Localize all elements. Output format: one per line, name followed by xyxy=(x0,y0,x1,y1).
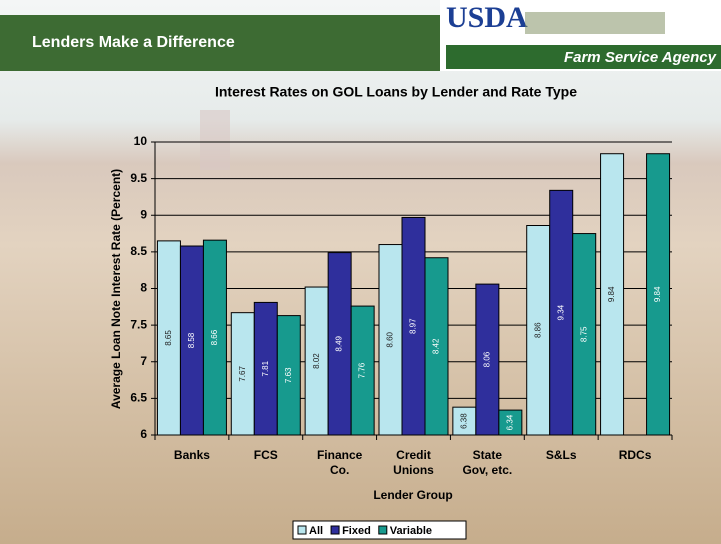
y-tick-label: 7.5 xyxy=(130,317,147,331)
value-label: 8.97 xyxy=(409,318,418,334)
chart-title: Interest Rates on GOL Loans by Lender an… xyxy=(215,84,577,100)
x-tick-label: Finance Co. xyxy=(316,448,363,477)
value-label: 7.76 xyxy=(358,362,367,378)
y-tick-label: 9.5 xyxy=(130,171,147,185)
header-title: Lenders Make a Difference xyxy=(32,34,235,51)
legend-label: Variable xyxy=(390,525,432,537)
value-label: 8.60 xyxy=(386,331,395,347)
y-tick-label: 8 xyxy=(140,281,147,295)
x-axis-label: Lender Group xyxy=(373,488,452,502)
value-label: 8.42 xyxy=(432,338,441,354)
agency-banner xyxy=(446,45,721,69)
y-tick-label: 8.5 xyxy=(130,244,147,258)
value-label: 6.34 xyxy=(505,414,514,430)
legend-swatch xyxy=(297,525,307,535)
header-bar xyxy=(0,15,440,71)
value-label: 8.02 xyxy=(312,353,321,369)
value-label: 8.75 xyxy=(579,326,588,342)
y-tick-label: 9 xyxy=(140,207,147,221)
x-tick-label: State Gov, etc. xyxy=(462,448,513,477)
logo-barn xyxy=(525,12,665,34)
value-label: 6.38 xyxy=(459,413,468,429)
value-label: 8.66 xyxy=(210,329,219,345)
value-label: 8.58 xyxy=(187,332,196,348)
silo xyxy=(200,110,230,170)
legend-swatch xyxy=(378,525,388,535)
legend-label: Fixed xyxy=(342,525,371,537)
value-label: 8.06 xyxy=(482,351,491,367)
value-label: 8.86 xyxy=(533,322,542,338)
value-label: 7.63 xyxy=(284,367,293,383)
value-label: 8.49 xyxy=(335,335,344,351)
value-label: 7.81 xyxy=(261,360,270,376)
agency: Farm Service Agency xyxy=(564,49,717,66)
y-tick-label: 6 xyxy=(140,427,147,441)
legend-swatch xyxy=(330,525,340,535)
value-label: 9.34 xyxy=(556,304,565,320)
y-tick-label: 10 xyxy=(134,134,148,148)
value-label: 9.84 xyxy=(653,286,662,302)
value-label: 7.67 xyxy=(238,366,247,382)
value-label: 9.84 xyxy=(607,286,616,302)
x-tick-label: S&Ls xyxy=(545,448,577,462)
legend: All Fixed Variable xyxy=(292,520,467,540)
x-tick-label: Credit Unions xyxy=(393,448,434,477)
legend-label: All xyxy=(309,525,323,537)
y-tick-label: 6.5 xyxy=(130,391,147,405)
y-axis-label: Average Loan Note Interest Rate (Percent… xyxy=(109,169,123,409)
y-tick-label: 7 xyxy=(140,354,147,368)
x-tick-label: FCS xyxy=(253,448,278,462)
x-tick-label: RDCs xyxy=(618,448,652,462)
value-label: 8.65 xyxy=(164,330,173,346)
x-tick-label: Banks xyxy=(173,448,210,462)
logo: USDA xyxy=(446,1,528,34)
